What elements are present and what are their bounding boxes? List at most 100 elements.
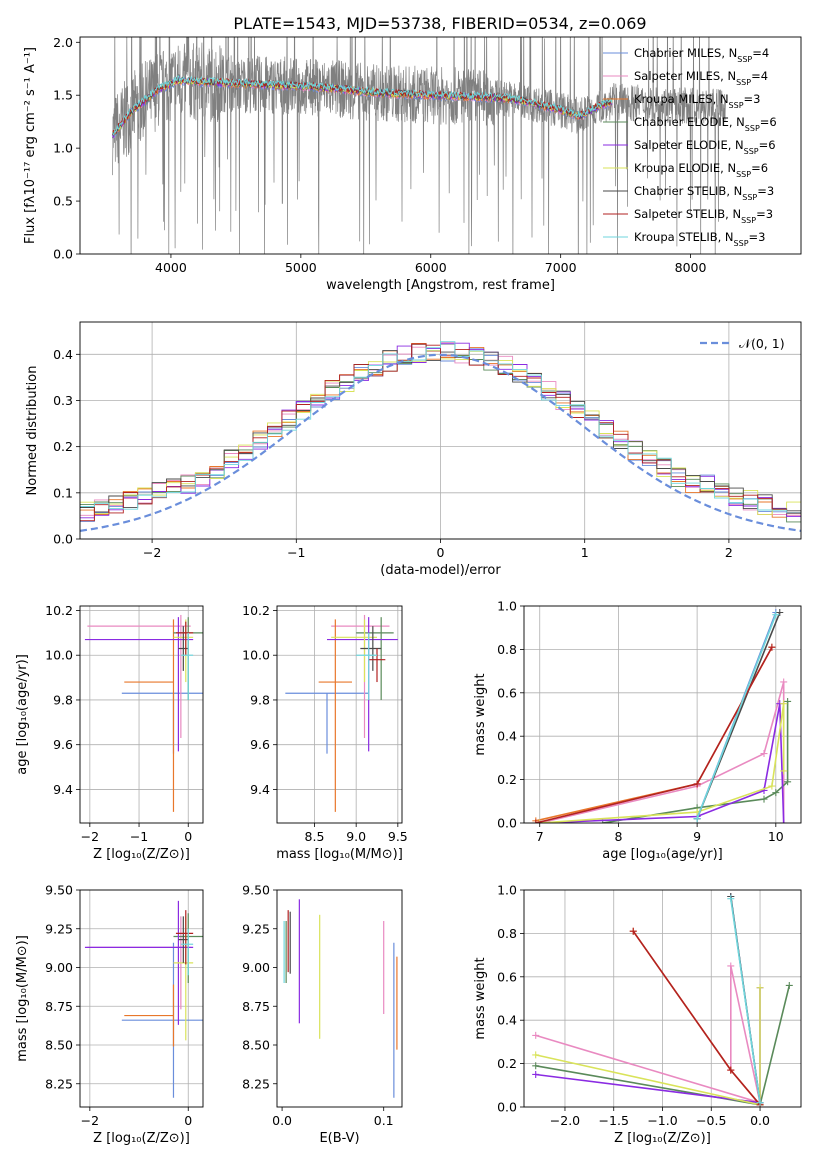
y-tick-label: 9.00 (45, 960, 73, 975)
plot-area-age_vs_mass (285, 614, 398, 812)
weight-line-8 (696, 614, 777, 819)
y-tick-label: 8.50 (45, 1038, 73, 1053)
legend-sub: SSP (729, 101, 744, 110)
y-tick-label: 10.0 (45, 648, 73, 663)
weight-marker (760, 795, 768, 803)
y-tick-label: 9.25 (242, 921, 270, 936)
residual-hist-7 (80, 343, 801, 522)
y-tick-label: 10.2 (45, 603, 73, 618)
y-tick-label: 9.8 (250, 692, 270, 707)
y-tick-label: 2.0 (53, 35, 73, 50)
axes-frame (276, 605, 403, 824)
x-tick-label: 6000 (415, 260, 447, 275)
weight-marker (727, 895, 735, 903)
legend-sub: SSP (741, 216, 756, 225)
weight-marker (784, 778, 792, 786)
weight-marker (532, 1062, 540, 1070)
x-axis-label: wavelength [Angstrom, rest frame] (326, 278, 555, 293)
y-tick-label: 0.0 (53, 247, 73, 262)
axes-frame (276, 889, 403, 1108)
y-tick-label: 0.2 (497, 772, 517, 787)
x-tick-label: 8.5 (305, 829, 325, 844)
y-tick-label: 0.1 (53, 485, 73, 500)
y-tick-label: 0.0 (497, 816, 517, 831)
legend-eq: =4 (751, 69, 768, 83)
axes-frame (79, 889, 204, 1108)
x-tick-label: 7000 (545, 260, 577, 275)
weight-marker (727, 1066, 735, 1074)
y-tick-label: 0.4 (497, 1013, 517, 1028)
panel-age_vs_mass: 8.5 9.0 9.5 9.4 9.6 9.8 10.0 10.2 mass [log₁₀(M/… (242, 603, 408, 862)
x-tick-label: 7 (536, 829, 544, 844)
x-tick-label: 0.0 (750, 1113, 770, 1128)
y-tick-label: 0.8 (497, 642, 517, 657)
legend-entry: Kroupa ELODIE, NSSP=6 (634, 161, 768, 179)
axes-frame (79, 605, 204, 824)
legend-eq: =6 (760, 115, 777, 129)
weight-marker (780, 819, 788, 823)
legend-sub: SSP (734, 239, 749, 248)
y-tick-label: 10.0 (242, 648, 270, 663)
x-axis-label: age [log₁₀(age/yr)] (602, 847, 723, 862)
plot-area-age_vs_Z (84, 614, 203, 812)
y-tick-label: 9.25 (45, 921, 73, 936)
y-axis-label: mass [log₁₀(M/M⊙)] (15, 935, 30, 1062)
y-tick-label: 9.00 (242, 960, 270, 975)
axes-frame (79, 36, 802, 255)
weight-marker (780, 678, 788, 686)
y-tick-label: 0.2 (53, 439, 73, 454)
y-tick-label: 8.75 (242, 999, 270, 1014)
legend-entry: Salpeter MILES, NSSP=4 (634, 69, 768, 87)
y-tick-label: 10.2 (242, 603, 270, 618)
legend-entry: Chabrier STELIB, NSSP=3 (634, 184, 774, 202)
panel-weight_vs_Z: −2.0 −1.5 −1.0 −0.5 0.0 0.0 0.2 0.4 0.6 0.8 1.0 Z [… (473, 883, 802, 1146)
y-tick-label: 1.0 (53, 141, 73, 156)
y-tick-label: 9.4 (53, 782, 73, 797)
legend-sub: SSP (745, 124, 760, 133)
y-tick-label: 0.4 (497, 729, 517, 744)
weight-marker (693, 815, 701, 823)
legend-entry: Salpeter STELIB, NSSP=3 (634, 207, 773, 225)
y-tick-label: 0.2 (497, 1056, 517, 1071)
y-tick-label: 0.5 (53, 194, 73, 209)
legend-entry: Salpeter ELODIE, NSSP=6 (634, 138, 776, 156)
legend-eq: =3 (756, 207, 773, 221)
plot-area-spectrum (112, 37, 726, 254)
y-tick-label: 0.6 (497, 969, 517, 984)
weight-marker (629, 927, 637, 935)
x-tick-label: 9 (693, 829, 701, 844)
legend-eq: =3 (749, 230, 766, 244)
weight-marker (532, 1031, 540, 1039)
y-tick-label: 8.75 (45, 999, 73, 1014)
plot-area-mass_vs_ebv (283, 899, 398, 1098)
figure-title: PLATE=1543, MJD=53738, FIBERID=0534, z=0… (233, 14, 646, 33)
legend-entry: Chabrier ELODIE, NSSP=6 (634, 115, 777, 133)
weight-marker (768, 643, 776, 651)
legend-eq: =3 (757, 184, 774, 198)
axes-frame (523, 889, 802, 1108)
x-tick-label: −1 (130, 829, 148, 844)
panel-mass_vs_ebv: 0.0 0.1 8.25 8.50 8.75 9.00 9.25 9.50 E(B-V) (242, 883, 403, 1146)
weight-marker (536, 819, 544, 823)
legend-entry: Chabrier MILES, NSSP=4 (634, 46, 769, 64)
x-tick-label: −1 (287, 545, 305, 560)
spectrum-legend: Chabrier MILES, NSSP=4 Salpeter MILES, NS… (603, 46, 777, 248)
x-tick-label: 9.0 (346, 829, 366, 844)
y-tick-label: 1.0 (497, 599, 517, 614)
weight-marker (768, 782, 776, 790)
y-tick-label: 8.25 (242, 1076, 270, 1091)
y-tick-label: 9.8 (53, 692, 73, 707)
legend-sub: SSP (744, 147, 759, 156)
x-tick-label: −2 (143, 545, 161, 560)
weight-marker (780, 767, 788, 775)
panel-age_vs_Z: −2 −1 0 9.4 9.6 9.8 10.0 10.2 Z [log₁₀(Z/Z⊙)] age… (15, 603, 204, 862)
plot-area-residuals (80, 341, 801, 532)
y-axis-label: Normed distribution (25, 366, 40, 496)
weight-marker (772, 611, 780, 619)
legend-eq: =6 (759, 138, 776, 152)
weight-line-1 (535, 965, 762, 1104)
weight-line-5 (539, 703, 785, 823)
x-tick-label: 0 (437, 545, 445, 560)
x-tick-label: 5000 (285, 260, 317, 275)
